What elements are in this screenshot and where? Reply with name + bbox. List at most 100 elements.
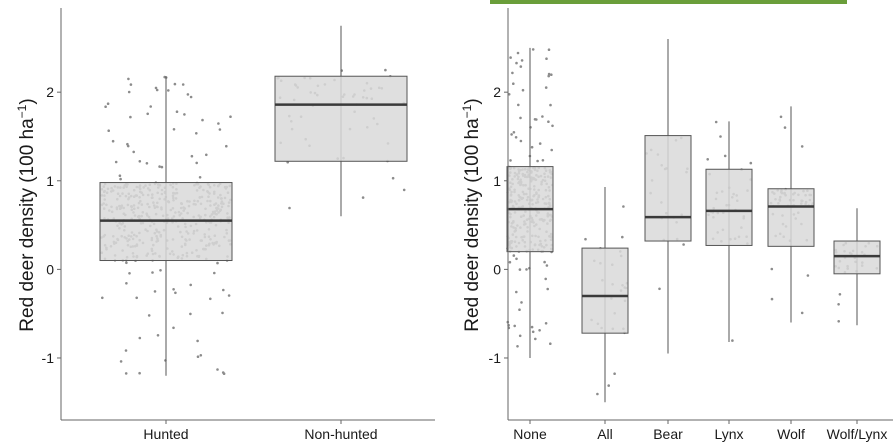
y-axis-title-close: ) xyxy=(462,98,483,104)
data-point xyxy=(189,95,193,99)
data-point xyxy=(731,339,734,342)
data-point xyxy=(519,65,523,68)
data-point xyxy=(525,268,528,271)
data-point xyxy=(213,271,216,275)
points-layer xyxy=(506,48,879,396)
data-point xyxy=(518,334,522,338)
data-point xyxy=(186,93,190,96)
data-point xyxy=(127,77,130,81)
data-point xyxy=(550,148,553,152)
data-point xyxy=(596,392,599,396)
data-point xyxy=(520,301,523,304)
data-point xyxy=(104,105,107,108)
data-point xyxy=(513,324,516,328)
data-point xyxy=(510,133,513,136)
y-axis-title-close: ) xyxy=(17,98,38,104)
data-point xyxy=(190,154,194,158)
data-point xyxy=(196,339,199,343)
data-point xyxy=(509,56,512,59)
data-point xyxy=(156,334,160,337)
data-point xyxy=(229,115,232,118)
data-point xyxy=(222,288,225,292)
data-point xyxy=(195,132,198,135)
data-point xyxy=(181,83,185,86)
data-point xyxy=(544,86,548,89)
data-point xyxy=(124,372,128,375)
x-tick-label: None xyxy=(513,426,547,442)
data-point xyxy=(521,88,525,92)
x-axis: None All Bear Lynx Wolf Wolf/Lynx xyxy=(508,419,893,442)
data-point xyxy=(536,159,539,163)
box-all xyxy=(581,186,629,403)
data-point xyxy=(135,296,138,300)
data-point xyxy=(384,68,387,72)
data-point xyxy=(518,308,521,312)
y-axis-title-sup: −1 xyxy=(460,104,474,118)
data-point xyxy=(205,153,208,157)
data-point xyxy=(584,237,587,241)
data-point xyxy=(518,268,522,271)
data-point xyxy=(199,354,203,357)
data-point xyxy=(173,82,177,86)
data-point xyxy=(520,59,524,62)
data-point xyxy=(516,51,520,55)
data-point xyxy=(172,326,175,330)
data-point xyxy=(545,264,549,267)
data-point xyxy=(132,150,135,154)
data-point xyxy=(538,329,541,332)
box-iqr xyxy=(705,168,753,246)
data-point xyxy=(128,272,131,275)
data-point xyxy=(172,288,175,291)
data-point xyxy=(288,206,291,210)
data-point xyxy=(106,102,110,105)
x-axis: Hunted Non-hunted xyxy=(61,419,435,442)
data-point xyxy=(531,330,535,334)
data-point xyxy=(158,165,161,168)
data-point xyxy=(543,260,546,264)
y-axis-title: Red deer density (100 ha−1) xyxy=(15,98,38,331)
data-point xyxy=(155,88,159,92)
data-point xyxy=(800,311,804,315)
y-tick-label: -1 xyxy=(489,350,502,366)
data-point xyxy=(770,297,774,301)
data-point xyxy=(201,118,204,122)
data-point xyxy=(515,61,518,65)
data-point xyxy=(189,312,192,316)
data-point xyxy=(530,325,534,329)
box-hunted xyxy=(99,76,233,376)
data-point xyxy=(138,371,141,375)
data-point xyxy=(541,159,545,162)
data-point xyxy=(151,271,154,274)
data-point xyxy=(517,103,520,107)
data-point xyxy=(519,139,523,143)
data-point xyxy=(533,118,537,121)
y-tick-label: 1 xyxy=(493,173,501,189)
data-point xyxy=(183,113,186,116)
data-point xyxy=(195,161,198,165)
y-axis: -1 0 1 2 xyxy=(42,8,62,420)
box-lynx xyxy=(705,121,753,343)
data-point xyxy=(622,205,625,208)
data-point xyxy=(547,120,550,123)
x-tick-label: Lynx xyxy=(714,426,743,442)
data-point xyxy=(402,188,406,192)
y-axis-title: Red deer density (100 ha−1) xyxy=(460,98,483,331)
data-point xyxy=(138,336,142,340)
panel-hunting-status: -1 0 1 2 Hunted Non-hunted Red deer density … xyxy=(15,8,435,442)
data-point xyxy=(145,162,149,165)
data-point xyxy=(547,72,551,76)
data-point xyxy=(172,128,176,131)
data-point xyxy=(114,160,118,164)
data-point xyxy=(160,165,164,169)
data-point xyxy=(119,360,123,363)
data-point xyxy=(546,287,549,291)
data-point xyxy=(838,293,842,296)
data-point xyxy=(163,75,166,79)
data-point xyxy=(511,71,514,75)
y-tick-label: 2 xyxy=(493,84,501,100)
data-point xyxy=(544,277,547,281)
data-point xyxy=(551,124,554,128)
box-iqr xyxy=(581,247,629,334)
data-point xyxy=(723,154,727,158)
data-point xyxy=(549,342,552,346)
